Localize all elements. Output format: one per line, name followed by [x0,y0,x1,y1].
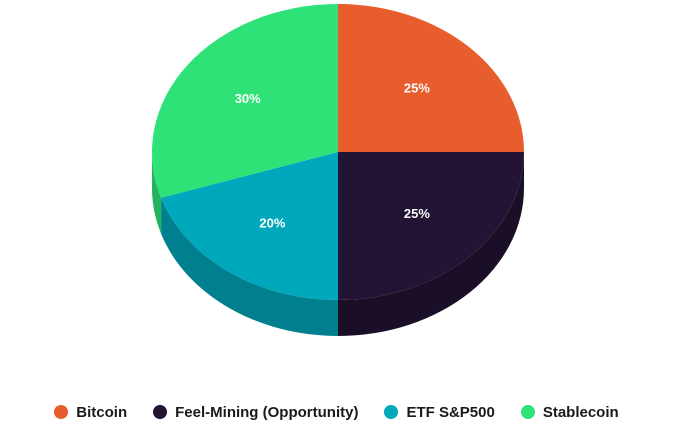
legend-item-bitcoin[interactable]: Bitcoin [54,404,127,421]
legend: Bitcoin Feel-Mining (Opportunity) ETF S&… [0,399,673,425]
pie-side-feel-mining-opportunity [338,152,524,336]
legend-item-stablecoin[interactable]: Stablecoin [520,403,619,421]
pie-top-layer [151,4,524,300]
legend-marker-feel-mining [153,405,168,419]
data-label-feel-mining-opportunity: 25% [404,206,430,221]
pie-label-layer: 25% 25% 20% 30% [235,81,431,231]
legend-marker-stablecoin [520,405,535,419]
pie-slice-bitcoin[interactable] [338,4,524,152]
legend-marker-etf-sp500 [384,405,399,419]
data-label-etf-s-p500: 20% [259,215,285,230]
pie-slice-etf-s-p500[interactable] [161,152,338,300]
legend-label-feel-mining: Feel-Mining (Opportunity) [175,403,359,421]
pie-chart: 25% 25% 20% 30% [151,4,524,336]
legend-item-feel-mining[interactable]: Feel-Mining (Opportunity) [153,404,358,421]
pie-slice-feel-mining-opportunity[interactable] [338,152,524,300]
pie-side-layer [152,152,524,336]
legend-label-etf-sp500: ETF S&P500 [406,403,495,421]
data-label-stablecoin: 30% [235,91,261,106]
legend-label-bitcoin: Bitcoin [76,403,128,421]
legend-marker-bitcoin [54,405,69,419]
data-label-bitcoin: 25% [404,81,430,96]
legend-item-etf-sp500[interactable]: ETF S&P500 [384,403,495,421]
pie-side-etf-s-p500 [161,197,338,336]
legend-label-stablecoin: Stablecoin [542,403,619,421]
pie-slice-stablecoin[interactable] [151,4,338,198]
pie-side-stablecoin [152,152,162,234]
